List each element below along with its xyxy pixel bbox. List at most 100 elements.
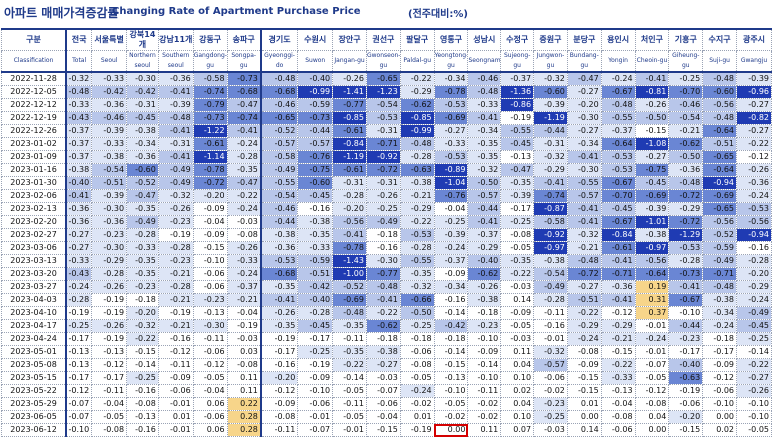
table-cell: -0.38	[702, 293, 738, 307]
table-cell: -0.09	[192, 202, 228, 216]
table-cell: -0.27	[736, 371, 772, 385]
table-cell: -0.47	[566, 71, 602, 86]
table-cell: -0.28	[332, 189, 367, 203]
table-cell: -0.56	[702, 215, 738, 229]
table-cell: -0.53	[433, 98, 469, 112]
column-header: 서울특별	[91, 28, 128, 51]
table-cell: -0.62	[668, 137, 704, 151]
row-date: 2023-06-12	[1, 423, 67, 437]
table-cell: 0.01	[566, 397, 602, 411]
table-cell: -0.19	[157, 228, 194, 242]
table-cell: -0.06	[297, 397, 334, 411]
table-cell: -0.32	[157, 189, 194, 203]
table-cell: 0.04	[500, 358, 535, 372]
column-header: 팔달구	[399, 28, 435, 51]
table-cell: -0.06	[600, 423, 636, 437]
table-cell: -0.23	[668, 332, 704, 346]
table-cell: -0.62	[467, 267, 502, 281]
table-cell: -0.09	[433, 267, 469, 281]
table-cell: -0.19	[65, 306, 93, 320]
column-header-english: Yeongtong-gu	[433, 50, 469, 73]
table-cell: -0.15	[566, 371, 602, 385]
table-cell: -0.38	[533, 254, 568, 268]
table-cell: -0.40	[668, 358, 704, 372]
table-cell: -0.04	[91, 397, 128, 411]
table-cell: -0.18	[365, 228, 401, 242]
table-cell: -0.33	[297, 241, 334, 255]
table-cell: -0.41	[566, 150, 602, 164]
table-cell: -0.04	[226, 306, 262, 320]
table-cell: -0.18	[467, 306, 502, 320]
table-cell: -0.23	[533, 397, 568, 411]
header-row-korean: 구분 전국 서울특별 강북14개 강남11개 강동구 송파구 경기도 수원시 장안구 권선구 팔달구 영…	[1, 28, 772, 51]
table-cell: -0.52	[332, 280, 367, 294]
table-cell: -0.09	[259, 397, 299, 411]
table-row: 2023-05-29 -0.07 -0.04 -0.08 -0.01 0.06 0.22 -0…	[1, 397, 772, 411]
table-cell: -0.03	[533, 423, 568, 437]
table-cell: -0.11	[332, 332, 367, 346]
table-cell: -0.53	[365, 111, 401, 125]
table-cell: -0.10	[192, 254, 228, 268]
table-cell: -1.01	[634, 215, 670, 229]
table-cell: -0.49	[736, 306, 772, 320]
table-cell: -0.41	[467, 215, 502, 229]
row-date: 2022-12-05	[1, 85, 67, 99]
table-cell: -0.45	[736, 319, 772, 333]
table-cell: -0.17	[668, 345, 704, 359]
table-cell: -0.65	[702, 150, 738, 164]
table-cell: -0.11	[157, 358, 194, 372]
table-cell: -0.13	[600, 384, 636, 398]
column-header-english: Sujeong-gu	[500, 50, 535, 73]
table-cell: -0.70	[668, 85, 704, 99]
table-cell: -0.09	[566, 358, 602, 372]
table-cell: -1.19	[332, 150, 367, 164]
title-english: Changing Rate of Apartment Purchase Pric…	[112, 6, 361, 17]
table-cell: -0.11	[467, 384, 502, 398]
table-cell: -0.49	[533, 280, 568, 294]
table-cell: -0.71	[365, 137, 401, 151]
table-cell: -0.05	[332, 384, 367, 398]
table-cell: -0.20	[668, 410, 704, 424]
column-header-english: Jangan-gu	[332, 50, 367, 73]
column-header: 중원구	[533, 28, 568, 51]
table-cell: -0.05	[500, 319, 535, 333]
table-cell: -0.37	[500, 71, 535, 86]
table-cell: -0.03	[500, 332, 535, 346]
table-cell: -0.48	[332, 306, 367, 320]
table-cell: -0.99	[399, 124, 435, 138]
table-row: 2023-01-30 -0.40 -0.51 -0.52 -0.49 -0.72 -0.47…	[1, 176, 772, 190]
table-cell: -0.41	[365, 293, 401, 307]
table-cell: -0.56	[332, 215, 367, 229]
table-cell: -1.22	[192, 124, 228, 138]
table-cell: -0.85	[399, 111, 435, 125]
table-cell: -0.49	[157, 163, 194, 177]
table-cell: -0.22	[332, 358, 367, 372]
table-cell: -0.06	[192, 267, 228, 281]
table-cell: -0.57	[566, 189, 602, 203]
table-cell: -0.48	[399, 137, 435, 151]
table-cell: -0.33	[467, 98, 502, 112]
table-cell: -0.24	[566, 332, 602, 346]
table-cell: -0.73	[297, 111, 334, 125]
table-cell: -0.53	[259, 254, 299, 268]
table-cell: -0.24	[600, 71, 636, 86]
table-row: 2022-12-26 -0.37 -0.39 -0.38 -0.41 -1.22 -0.41…	[1, 124, 772, 138]
table-cell: -0.24	[226, 137, 262, 151]
table-cell: -0.26	[91, 319, 128, 333]
table-cell: -0.10	[668, 306, 704, 320]
table-cell: -0.46	[467, 71, 502, 86]
table-row: 2023-01-16 -0.38 -0.54 -0.60 -0.49 -0.78 -0.35…	[1, 163, 772, 177]
table-cell: -0.21	[399, 189, 435, 203]
table-cell: -0.57	[533, 358, 568, 372]
table-cell: -0.48	[365, 280, 401, 294]
table-cell: -0.16	[433, 293, 469, 307]
table-cell: -0.30	[192, 319, 228, 333]
table-cell: -0.02	[467, 397, 502, 411]
header-row-english: Classification Total Seoul Northern seoul So…	[1, 50, 772, 73]
table-cell: -0.21	[157, 293, 194, 307]
table-cell: -0.25	[65, 319, 93, 333]
table-cell: -0.06	[365, 397, 401, 411]
table-cell: -0.15	[668, 423, 704, 437]
table-cell: -0.19	[91, 332, 128, 346]
row-date: 2023-02-27	[1, 228, 67, 242]
